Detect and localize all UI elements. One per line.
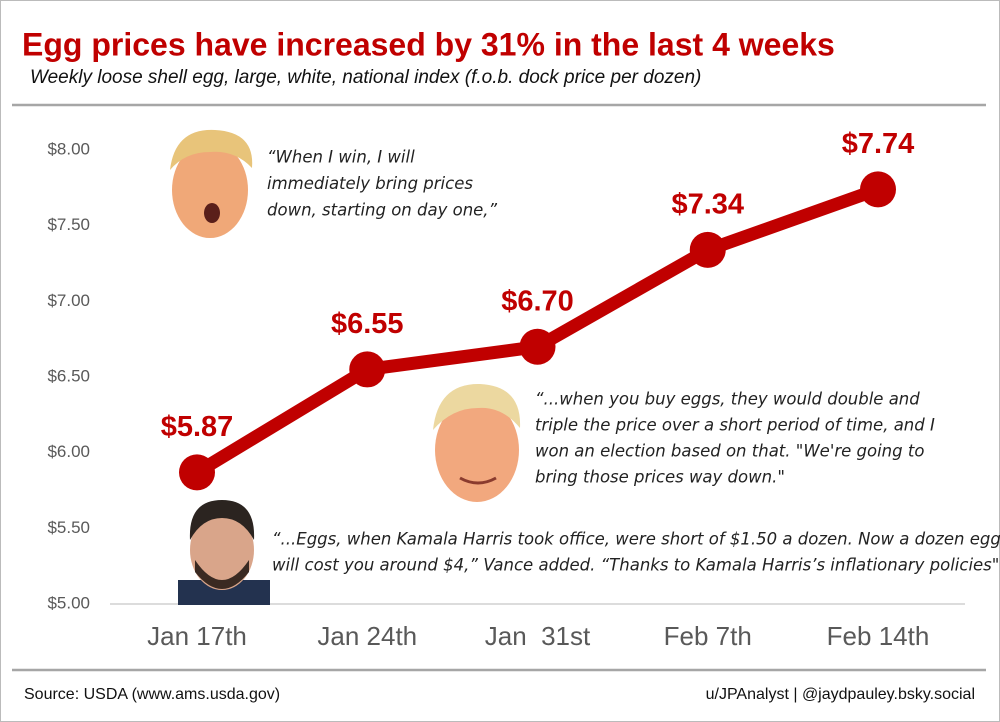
quote-line: immediately bring prices [267,174,473,193]
data-label: $7.74 [842,128,915,160]
chart-subtitle: Weekly loose shell egg, large, white, na… [30,67,701,88]
data-label: $6.55 [331,308,404,340]
portrait-vance [178,500,270,605]
y-tick-label: $5.00 [47,593,90,612]
data-point [179,454,215,491]
y-tick-label: $7.00 [47,291,90,310]
data-point [519,328,556,365]
data-point [860,171,896,208]
y-tick-label: $6.00 [47,442,90,461]
quote-line: down, starting on day one,” [267,201,498,220]
credit: u/JPAnalyst | @jaydpauley.bsky.social [706,686,975,703]
quote-line: will cost you around $4,” Vance added. “… [272,556,999,575]
y-tick-label: $5.50 [47,518,90,537]
x-tick-label: Feb 14th [827,621,930,651]
quote-line: won an election based on that. "We're go… [535,442,924,461]
x-tick-label: Jan 31st [485,621,591,651]
data-point [349,351,386,388]
y-tick-label: $7.50 [47,215,90,234]
quote-line: “...Eggs, when Kamala Harris took office… [272,530,1000,549]
chart-title: Egg prices have increased by 31% in the … [22,26,835,62]
y-tick-label: $8.00 [47,139,90,158]
data-label: $6.70 [501,285,574,317]
quote-line: “...when you buy eggs, they would double… [535,390,920,409]
data-label: $7.34 [671,189,744,221]
portrait-trump-2 [433,383,521,502]
y-tick-label: $6.50 [47,366,90,385]
data-label: $5.87 [161,411,234,443]
quote-line: bring those prices way down." [535,468,785,487]
x-tick-label: Jan 17th [147,621,247,651]
quote-line: “When I win, I will [267,148,415,167]
data-point [689,231,726,268]
x-tick-label: Feb 7th [664,621,752,651]
x-tick-label: Jan 24th [317,621,417,651]
quote-line: triple the price over a short period of … [535,416,935,435]
portrait-trump-1 [170,129,253,238]
source: Source: USDA (www.ams.usda.gov) [24,686,280,703]
